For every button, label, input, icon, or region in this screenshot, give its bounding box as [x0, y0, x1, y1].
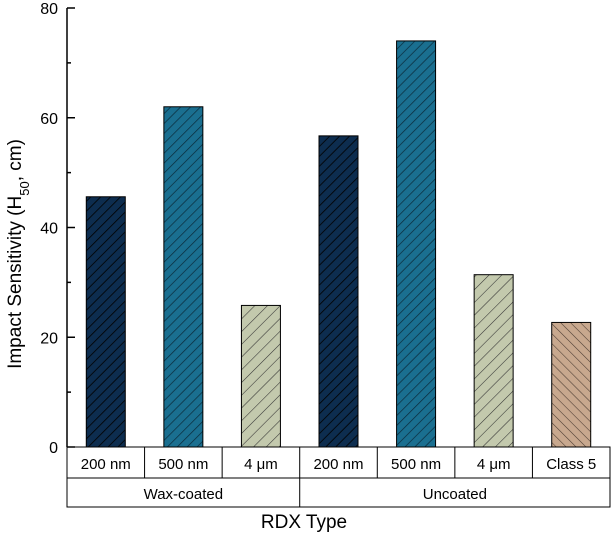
- y-tick-label: 80: [40, 1, 58, 18]
- x-axis-title: RDX Type: [261, 512, 347, 533]
- category-label: Class 5: [546, 456, 596, 473]
- bar: [318, 135, 359, 448]
- y-axis-title-subscript: 50: [17, 181, 32, 195]
- bar: [396, 40, 437, 448]
- y-axis-title-main: Impact Sensitivity (H: [5, 196, 26, 369]
- category-label: 4 μm: [477, 456, 511, 473]
- bar: [85, 196, 126, 448]
- y-tick-label: 0: [49, 440, 58, 457]
- y-tick-label: 20: [40, 330, 58, 347]
- y-tick-label: 60: [40, 111, 58, 128]
- y-axis-title-suffix: , cm): [5, 139, 26, 181]
- category-label: 200 nm: [313, 456, 363, 473]
- category-table-border: [66, 446, 611, 508]
- group-label: Wax-coated: [144, 486, 223, 503]
- y-axis-title: Impact Sensitivity (H50, cm): [5, 139, 32, 369]
- bar: [551, 321, 592, 448]
- bar: [473, 274, 514, 448]
- bar: [240, 304, 281, 448]
- group-label: Uncoated: [423, 486, 487, 503]
- category-label: 200 nm: [81, 456, 131, 473]
- bar: [163, 106, 204, 448]
- category-label: 4 μm: [244, 456, 278, 473]
- category-label: 500 nm: [158, 456, 208, 473]
- y-tick-label: 40: [40, 221, 58, 238]
- category-label: 500 nm: [391, 456, 441, 473]
